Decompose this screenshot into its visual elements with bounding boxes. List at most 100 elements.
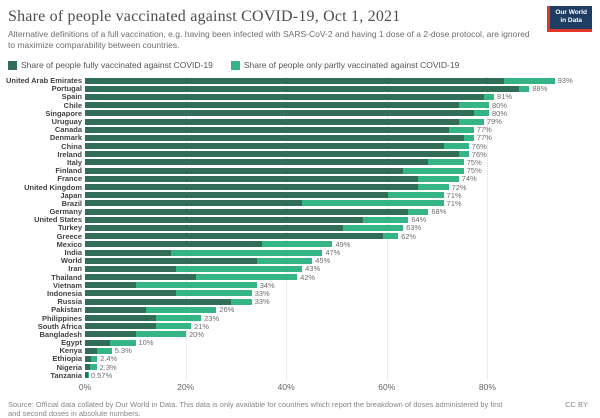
- bar-segment-partly[interactable]: [146, 307, 217, 313]
- bar-segment-partly[interactable]: [519, 86, 529, 92]
- bar-segment-fully[interactable]: [85, 250, 171, 256]
- bar-segment-fully[interactable]: [85, 315, 156, 321]
- row-plot: 64%: [85, 217, 590, 223]
- bar-segment-partly[interactable]: [91, 356, 98, 362]
- bar-segment-partly[interactable]: [363, 217, 408, 223]
- row-plot: 0.57%: [85, 372, 590, 378]
- bar-segment-fully[interactable]: [85, 168, 403, 174]
- bar-segment-fully[interactable]: [85, 135, 464, 141]
- bar-segment-fully[interactable]: [85, 290, 176, 296]
- bar-segment-fully[interactable]: [85, 143, 444, 149]
- bar-value-label: 71%: [447, 199, 462, 208]
- bar-segment-fully[interactable]: [85, 94, 484, 100]
- owid-logo-line1: Our World: [555, 9, 587, 17]
- bar-segment-partly[interactable]: [449, 127, 474, 133]
- bar-segment-fully[interactable]: [85, 331, 136, 337]
- bar-segment-partly[interactable]: [383, 233, 398, 239]
- bar-segment-partly[interactable]: [171, 250, 323, 256]
- bar-segment-partly[interactable]: [176, 266, 302, 272]
- x-axis-tick-label: 60%: [378, 382, 395, 392]
- bar-segment-partly[interactable]: [262, 241, 333, 247]
- bar-segment-fully[interactable]: [85, 119, 459, 125]
- bar-segment-fully[interactable]: [85, 86, 519, 92]
- bar-segment-fully[interactable]: [85, 266, 176, 272]
- bar-segment-fully[interactable]: [85, 323, 156, 329]
- bar-segment-fully[interactable]: [85, 159, 428, 165]
- bar-segment-partly[interactable]: [408, 209, 428, 215]
- row-plot: 33%: [85, 299, 590, 305]
- owid-logo[interactable]: Our World in Data: [547, 6, 592, 32]
- bar-segment-fully[interactable]: [85, 241, 262, 247]
- bar-segment-partly[interactable]: [484, 94, 494, 100]
- bar-value-label: 10%: [139, 338, 154, 347]
- row-plot: 71%: [85, 192, 590, 198]
- bar-segment-partly[interactable]: [459, 119, 484, 125]
- bar-segment-partly[interactable]: [231, 299, 251, 305]
- bar-segment-fully[interactable]: [85, 274, 196, 280]
- bar-value-label: 33%: [255, 297, 270, 306]
- bar-value-label: 26%: [219, 305, 234, 314]
- country-label[interactable]: Tanzania: [6, 371, 85, 380]
- bar-segment-fully[interactable]: [85, 348, 97, 354]
- bar-segment-partly[interactable]: [444, 143, 469, 149]
- bar-segment-partly[interactable]: [418, 176, 458, 182]
- legend: Share of people fully vaccinated against…: [8, 60, 590, 70]
- bar-segment-partly[interactable]: [459, 102, 489, 108]
- row-plot: 71%: [85, 200, 590, 206]
- bar-segment-partly[interactable]: [343, 225, 404, 231]
- bar-segment-partly[interactable]: [90, 364, 97, 370]
- license-label[interactable]: CC BY: [565, 400, 588, 409]
- bar-segment-fully[interactable]: [85, 127, 449, 133]
- bar-segment-partly[interactable]: [302, 200, 443, 206]
- bar-segment-fully[interactable]: [85, 299, 231, 305]
- row-plot: 45%: [85, 258, 590, 264]
- row-plot: 88%: [85, 86, 590, 92]
- bar-segment-partly[interactable]: [176, 290, 252, 296]
- bar-segment-partly[interactable]: [257, 258, 313, 264]
- bar-segment-partly[interactable]: [403, 168, 464, 174]
- legend-item[interactable]: Share of people only partly vaccinated a…: [231, 60, 459, 70]
- bar-segment-fully[interactable]: [85, 110, 474, 116]
- bar-segment-partly[interactable]: [474, 110, 489, 116]
- bar-segment-fully[interactable]: [85, 258, 257, 264]
- bar-segment-partly[interactable]: [136, 331, 187, 337]
- bar-segment-fully[interactable]: [85, 192, 388, 198]
- bar-segment-fully[interactable]: [85, 184, 418, 190]
- bar-segment-partly[interactable]: [110, 340, 135, 346]
- source-note: Source: Official data collated by Our Wo…: [8, 400, 508, 418]
- bar-value-label: 0.57%: [91, 371, 112, 380]
- row-plot: 21%: [85, 323, 590, 329]
- bar-segment-partly[interactable]: [428, 159, 463, 165]
- bar-segment-fully[interactable]: [85, 78, 504, 84]
- bar-segment-fully[interactable]: [85, 176, 418, 182]
- bar-segment-partly[interactable]: [156, 315, 201, 321]
- bar-segment-partly[interactable]: [388, 192, 444, 198]
- bar-segment-fully[interactable]: [85, 307, 146, 313]
- bar-segment-fully[interactable]: [85, 151, 459, 157]
- bar-segment-fully[interactable]: [85, 282, 136, 288]
- bar-segment-partly[interactable]: [459, 151, 469, 157]
- bar-segment-partly[interactable]: [156, 323, 191, 329]
- bar-segment-fully[interactable]: [85, 209, 408, 215]
- legend-item[interactable]: Share of people fully vaccinated against…: [8, 60, 213, 70]
- bar-segment-fully[interactable]: [85, 233, 383, 239]
- bar-segment-fully[interactable]: [85, 102, 459, 108]
- bar-segment-fully[interactable]: [85, 200, 302, 206]
- bar-segment-partly[interactable]: [97, 348, 112, 354]
- bar-segment-partly[interactable]: [504, 78, 555, 84]
- bar-segment-partly[interactable]: [464, 135, 474, 141]
- bar-segment-partly[interactable]: [136, 282, 257, 288]
- bar-segment-fully[interactable]: [85, 225, 343, 231]
- bar-segment-fully[interactable]: [85, 340, 110, 346]
- bar-segment-partly[interactable]: [196, 274, 297, 280]
- bar-segment-fully[interactable]: [85, 217, 363, 223]
- bar-segment-partly[interactable]: [418, 184, 448, 190]
